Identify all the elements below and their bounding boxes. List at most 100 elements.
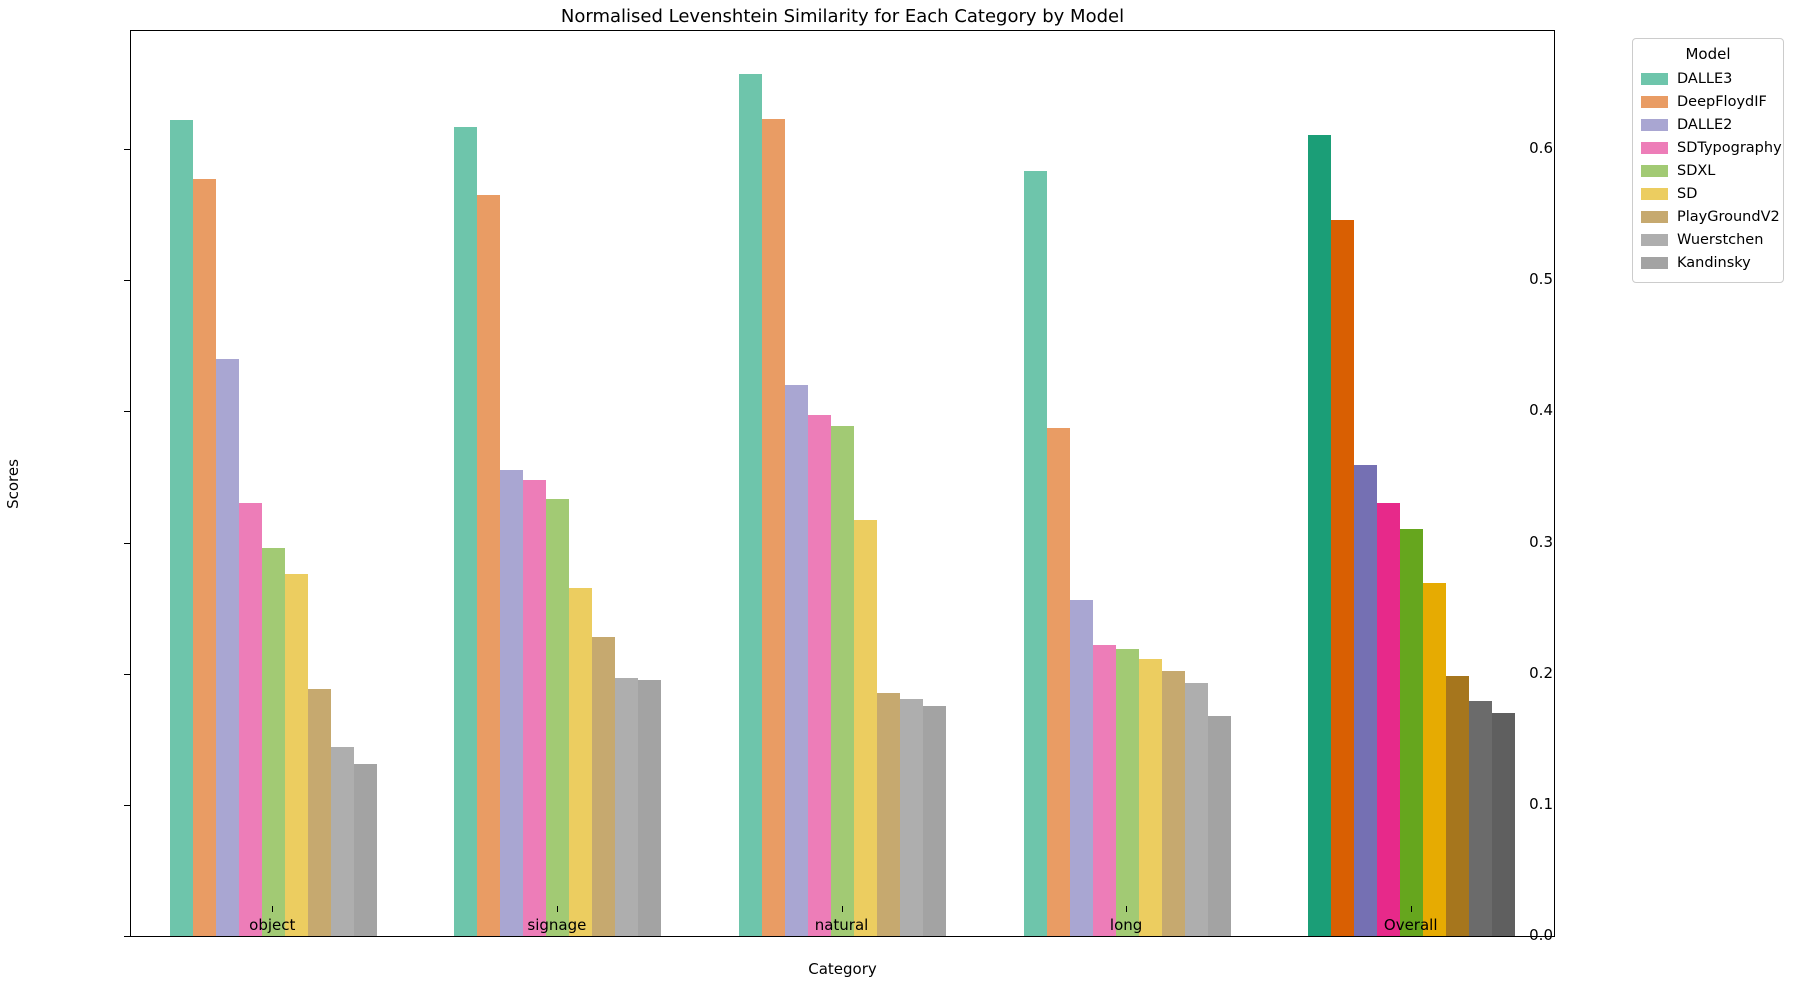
y-tick-label: 0.0 (1529, 926, 1553, 944)
y-tick-mark (124, 804, 130, 806)
legend-swatch-icon (1641, 210, 1668, 223)
legend-item-sd: SD (1641, 182, 1775, 205)
legend-swatch-icon (1641, 118, 1668, 131)
legend-swatch-icon (1641, 141, 1668, 154)
legend-swatch-icon (1641, 72, 1668, 85)
x-tick-label-long: long (1109, 916, 1143, 934)
bar-wuerstchen-natural (900, 698, 923, 936)
y-tick-mark (124, 673, 130, 675)
x-tick-label-signage: signage (527, 916, 587, 934)
bar-sdtypography-overall (1377, 503, 1401, 936)
legend: Model DALLE3 DeepFloydIF DALLE2 SDTypograph… (1632, 38, 1784, 283)
bar-sd-long (1138, 659, 1162, 936)
bar-sdtypography-signage (523, 479, 547, 936)
bar-dalle2-overall (1354, 465, 1378, 936)
y-axis-label: Scores (4, 459, 22, 509)
bar-playgroundv2-object (307, 689, 331, 936)
chart-title: Normalised Levenshtein Similarity for Ea… (560, 6, 1125, 27)
legend-swatch-icon (1641, 95, 1668, 108)
legend-item-dalle3: DALLE3 (1641, 67, 1775, 90)
x-tick-mark (556, 906, 558, 912)
bar-dalle3-overall (1308, 134, 1332, 936)
bar-dalle3-natural (739, 74, 762, 936)
bar-kandinsky-signage (638, 680, 662, 936)
y-tick-mark (124, 542, 130, 544)
bar-sdtypography-object (238, 503, 262, 936)
bar-sd-overall (1423, 583, 1447, 936)
x-tick-mark (272, 906, 274, 912)
y-tick-label: 0.1 (1529, 794, 1553, 813)
legend-swatch-icon (1641, 164, 1668, 177)
legend-item-playgroundv2: PlayGroundV2 (1641, 205, 1780, 228)
bar-deepfloydif-object (192, 179, 216, 936)
bar-dalle2-long (1069, 600, 1093, 936)
y-tick-mark (124, 936, 130, 937)
legend-item-kandinsky: Kandinsky (1641, 251, 1775, 274)
x-tick-mark (1126, 906, 1128, 912)
bar-sdxl-natural (831, 425, 854, 936)
bar-sdtypography-long (1092, 644, 1116, 936)
x-tick-label-object: object (249, 916, 296, 934)
plot-area (124, 30, 1555, 937)
y-tick-label: 0.4 (1529, 401, 1553, 420)
bar-dalle2-natural (785, 385, 808, 936)
legend-label: DALLE2 (1677, 116, 1733, 133)
legend-label: DeepFloydIF (1677, 93, 1767, 110)
legend-swatch-icon (1641, 233, 1668, 246)
bar-playgroundv2-long (1161, 671, 1185, 936)
bar-sd-object (284, 574, 308, 936)
legend-item-sdxl: SDXL (1641, 159, 1775, 182)
bar-dalle3-long (1023, 171, 1047, 936)
bar-dalle2-object (215, 358, 239, 936)
legend-item-wuerstchen: Wuerstchen (1641, 228, 1775, 251)
legend-label: Wuerstchen (1677, 231, 1764, 248)
bar-wuerstchen-signage (615, 677, 639, 936)
bar-sd-signage (569, 588, 593, 936)
bar-deepfloydif-signage (477, 194, 501, 936)
bar-sdtypography-natural (808, 415, 831, 936)
bar-sdxl-signage (546, 499, 570, 936)
legend-swatch-icon (1641, 256, 1668, 269)
legend-swatch-icon (1641, 187, 1668, 200)
x-tick-label-natural: natural (814, 916, 869, 934)
bar-kandinsky-long (1207, 715, 1231, 936)
bar-dalle3-signage (454, 126, 478, 936)
legend-label: Kandinsky (1677, 254, 1751, 271)
bar-playgroundv2-overall (1446, 676, 1470, 936)
bar-wuerstchen-overall (1469, 701, 1493, 936)
legend-item-deepfloydif: DeepFloydIF (1641, 90, 1775, 113)
legend-label: SD (1677, 185, 1698, 202)
y-tick-mark (124, 280, 130, 282)
bar-wuerstchen-object (330, 747, 354, 936)
bar-kandinsky-natural (923, 706, 946, 936)
bar-sd-natural (854, 520, 877, 936)
y-tick-label: 0.3 (1529, 532, 1553, 551)
x-axis-label: Category (808, 960, 877, 978)
y-tick-label: 0.5 (1529, 270, 1553, 289)
x-tick-mark (841, 906, 843, 912)
bar-playgroundv2-signage (592, 636, 616, 936)
y-tick-label: 0.6 (1529, 139, 1553, 158)
bar-sdxl-long (1115, 648, 1139, 936)
bar-playgroundv2-natural (877, 693, 900, 936)
bar-sdxl-object (261, 547, 285, 936)
bar-wuerstchen-long (1184, 682, 1208, 936)
legend-label: SDXL (1677, 162, 1716, 179)
bar-dalle2-signage (500, 470, 524, 936)
bar-kandinsky-object (353, 764, 377, 936)
bar-deepfloydif-long (1046, 428, 1070, 936)
x-tick-label-overall: Overall (1383, 916, 1438, 934)
legend-label: DALLE3 (1677, 70, 1733, 87)
x-tick-mark (1410, 906, 1412, 912)
bar-kandinsky-overall (1492, 713, 1516, 936)
bar-deepfloydif-overall (1331, 219, 1355, 936)
legend-label: SDTypography (1677, 139, 1782, 156)
bar-sdxl-overall (1400, 529, 1424, 936)
legend-item-dalle2: DALLE2 (1641, 113, 1775, 136)
y-tick-mark (124, 149, 130, 151)
y-tick-label: 0.2 (1529, 663, 1553, 682)
legend-item-sdtypography: SDTypography (1641, 136, 1782, 159)
y-tick-mark (124, 411, 130, 413)
legend-label: PlayGroundV2 (1677, 208, 1780, 225)
